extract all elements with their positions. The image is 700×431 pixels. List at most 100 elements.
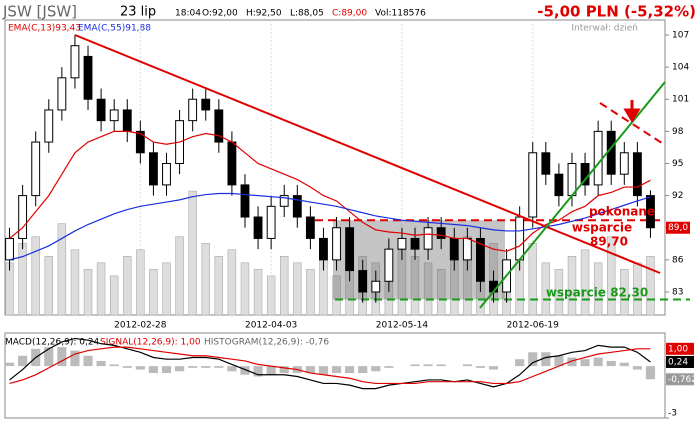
volume-bar	[57, 223, 67, 316]
low: L:88,05	[290, 9, 324, 19]
volume-bar	[567, 256, 577, 316]
high: H:92,50	[246, 9, 282, 19]
y-tick-label: 95	[672, 159, 683, 169]
candle-body	[528, 152, 538, 218]
volume-bar	[44, 256, 54, 316]
candle-body	[279, 195, 289, 207]
volume-bar	[593, 262, 603, 316]
candle-body	[371, 280, 381, 293]
histogram-bar	[331, 366, 342, 374]
arrow	[623, 100, 641, 123]
volume-bar	[109, 275, 119, 316]
histogram-bar	[96, 360, 106, 367]
histogram-bar	[554, 355, 564, 367]
candle-body	[632, 152, 642, 197]
histogram-bar	[227, 366, 237, 372]
histogram-label: HISTOGRAM(12,26,9): -0,76	[204, 338, 329, 348]
candle-body	[384, 248, 394, 282]
histogram-bar	[279, 366, 289, 374]
close: C:89,00	[332, 9, 367, 19]
histogram-bar	[214, 366, 224, 368]
macd-line	[9, 337, 651, 390]
candle-body	[397, 237, 407, 250]
candle-body	[449, 237, 459, 261]
volume-bar	[293, 262, 302, 316]
open: O:92,00	[202, 9, 238, 19]
histogram-bar	[305, 366, 315, 374]
histogram-bar	[345, 366, 355, 374]
histogram-bar	[109, 364, 119, 367]
legend-ema13: EMA(C,13)93,43	[8, 24, 81, 34]
volume-bar	[188, 190, 197, 316]
volume-bar	[123, 256, 132, 316]
histogram-bar	[18, 355, 28, 367]
volume-bar	[18, 242, 27, 316]
date: 23 lip	[120, 5, 156, 20]
last-price-label: 89,0	[668, 223, 688, 233]
annotation: wsparcie	[572, 221, 632, 235]
signal-line	[9, 346, 651, 385]
candle-body	[593, 130, 603, 186]
y-tick-label: 107	[672, 30, 689, 40]
histogram-bar	[410, 364, 420, 367]
candle-body	[240, 184, 250, 218]
candle-body	[410, 237, 420, 250]
candle-body	[253, 216, 263, 239]
candle-body	[5, 237, 14, 261]
histogram-bar	[318, 366, 329, 375]
volume-bar	[253, 269, 263, 316]
candle-body	[515, 216, 525, 261]
x-tick-label: 2012-06-19	[507, 321, 560, 331]
candle-body	[345, 227, 355, 272]
signal-label: SIGNAL(12,26,9): 1,00	[100, 338, 201, 348]
candle-body	[148, 152, 158, 186]
annotation: pokonane	[589, 205, 655, 219]
candle-body	[541, 152, 551, 175]
price-panel	[4, 19, 666, 316]
tick-box	[666, 342, 694, 355]
histogram-bar	[135, 366, 145, 370]
y-tick-label: 104	[672, 63, 689, 73]
candle-body	[475, 237, 485, 282]
histogram-bar	[161, 366, 172, 374]
y-tick-label: 101	[672, 95, 689, 105]
volume-bar	[214, 256, 224, 316]
histogram-bar	[645, 366, 656, 380]
histogram-bar	[488, 366, 499, 370]
candle-body	[554, 173, 564, 197]
y-tick-label: -3	[668, 409, 677, 419]
volume-bar	[31, 236, 40, 316]
histogram-bar	[44, 347, 54, 367]
candle-body	[96, 98, 106, 122]
histogram-bar	[188, 366, 198, 368]
y-tick-label: 86	[672, 255, 684, 265]
histogram-bar	[175, 366, 185, 372]
histogram-bar	[632, 366, 642, 370]
candle-body	[18, 195, 28, 239]
candle-body	[44, 109, 54, 143]
histogram-bar	[619, 362, 629, 367]
candle-body	[358, 270, 368, 293]
time: 18:04	[175, 9, 201, 19]
x-tick-label: 2012-02-28	[114, 321, 167, 331]
volume-bar	[149, 269, 158, 316]
candle-body	[423, 227, 433, 250]
volume-bar	[136, 249, 145, 316]
downtrend	[74, 34, 661, 274]
candle-body	[292, 195, 302, 218]
y-tick-label: -0,762	[668, 375, 697, 385]
histogram-bar	[436, 364, 446, 367]
volume-bar	[528, 242, 537, 316]
histogram-bar	[567, 357, 577, 367]
candle-body	[305, 216, 315, 239]
x-tick-label: 2012-04-03	[245, 321, 297, 331]
histogram-bar	[462, 364, 472, 367]
histogram-bar	[83, 355, 93, 367]
x-tick-label: 2012-05-14	[376, 321, 429, 331]
histogram-bar	[57, 347, 67, 367]
volume-bar	[541, 262, 551, 316]
histogram-bar	[358, 366, 368, 374]
y-tick-label: 83	[672, 287, 683, 297]
volume-bar	[306, 269, 315, 316]
volume-bar	[436, 269, 446, 316]
